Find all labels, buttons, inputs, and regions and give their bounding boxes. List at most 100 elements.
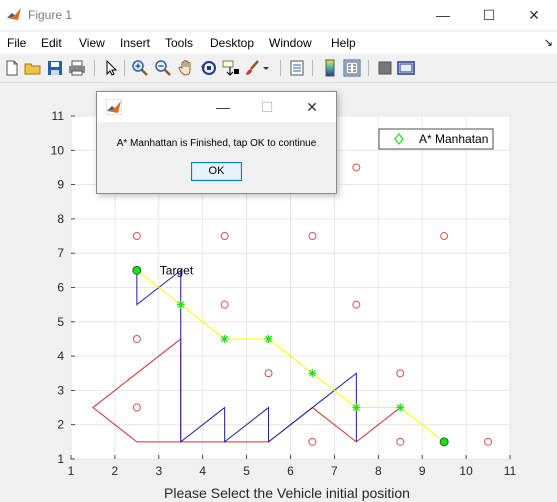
y-tick-label: 10 bbox=[51, 143, 65, 157]
legend-box bbox=[378, 128, 494, 150]
menu-tools[interactable]: Tools bbox=[165, 36, 194, 50]
obstacle-marker bbox=[396, 437, 405, 446]
x-tick-label: 7 bbox=[331, 464, 338, 478]
obstacle-marker bbox=[132, 403, 141, 412]
start-point-marker bbox=[439, 437, 449, 447]
minimize-button[interactable]: — bbox=[436, 7, 450, 23]
menu-help[interactable]: Help bbox=[331, 36, 356, 50]
x-tick-label: 1 bbox=[68, 464, 75, 478]
obstacle-marker bbox=[396, 369, 405, 378]
menu-overflow-icon[interactable]: ↘ bbox=[543, 37, 553, 49]
y-tick-label: 9 bbox=[57, 178, 64, 192]
path-star-marker bbox=[396, 403, 405, 412]
menu-view[interactable]: View bbox=[79, 36, 105, 50]
toolbar-separator bbox=[368, 60, 369, 76]
dialog-minimize-button[interactable]: — bbox=[216, 99, 230, 115]
hide-plot-tools-icon[interactable] bbox=[376, 59, 394, 77]
plot-markers bbox=[132, 163, 493, 447]
x-tick-label: 5 bbox=[243, 464, 250, 478]
toolbar bbox=[0, 55, 557, 83]
y-tick-label: 7 bbox=[57, 246, 64, 260]
rotate-3d-icon[interactable] bbox=[200, 59, 218, 77]
obstacle-marker bbox=[264, 369, 273, 378]
insert-legend-icon[interactable] bbox=[343, 59, 361, 77]
legend-entry-label: A* Manhatan bbox=[419, 132, 488, 146]
y-tick-label: 2 bbox=[57, 418, 64, 432]
x-tick-label: 2 bbox=[112, 464, 119, 478]
dialog-message: A* Manhattan is Finished, tap OK to cont… bbox=[116, 138, 317, 149]
astar-path-line bbox=[136, 269, 445, 443]
path-star-marker bbox=[220, 334, 229, 343]
x-axis-label: Please Select the Vehicle initial positi… bbox=[164, 485, 410, 501]
open-file-icon[interactable] bbox=[24, 59, 42, 77]
obstacle-marker bbox=[484, 437, 493, 446]
x-tick-label: 6 bbox=[287, 464, 294, 478]
blue-path-line bbox=[136, 269, 357, 443]
message-dialog[interactable]: — ☐ ✕ A* Manhattan is Finished, tap OK t… bbox=[96, 91, 337, 194]
obstacle-marker bbox=[352, 300, 361, 309]
maximize-button[interactable]: ☐ bbox=[482, 7, 496, 23]
window-title: Figure 1 bbox=[28, 8, 73, 22]
x-tick-label: 9 bbox=[419, 464, 426, 478]
menu-desktop[interactable]: Desktop bbox=[210, 36, 255, 50]
legend-diamond-marker bbox=[394, 133, 404, 145]
x-tick-label: 3 bbox=[155, 464, 162, 478]
dialog-maximize-button: ☐ bbox=[260, 99, 274, 115]
new-figure-icon[interactable] bbox=[3, 59, 21, 77]
obstacle-marker bbox=[220, 232, 229, 241]
edit-plot-arrow-icon[interactable] bbox=[102, 59, 120, 77]
y-tick-label: 8 bbox=[57, 212, 64, 226]
plot-lines bbox=[92, 269, 445, 443]
save-icon[interactable] bbox=[46, 59, 64, 77]
zoom-out-icon[interactable] bbox=[154, 59, 172, 77]
path-star-marker bbox=[352, 403, 361, 412]
data-cursor-icon[interactable] bbox=[222, 59, 240, 77]
path-star-marker bbox=[264, 334, 273, 343]
y-tick-label: 3 bbox=[57, 383, 64, 397]
path-star-marker bbox=[176, 300, 185, 309]
menu-insert[interactable]: Insert bbox=[120, 36, 151, 50]
menu-window[interactable]: Window bbox=[269, 36, 312, 50]
window-title-bar: Figure 1 — ☐ ✕ bbox=[0, 0, 557, 30]
ok-button[interactable]: OK bbox=[191, 162, 242, 181]
obstacle-marker bbox=[308, 437, 317, 446]
obstacle-marker bbox=[132, 334, 141, 343]
close-button[interactable]: ✕ bbox=[528, 7, 540, 23]
path-star-marker bbox=[308, 369, 317, 378]
toolbar-separator bbox=[280, 60, 281, 76]
toolbar-separator bbox=[124, 60, 125, 76]
brush-dropdown-icon[interactable] bbox=[262, 59, 270, 77]
y-tick-label: 1 bbox=[57, 452, 64, 466]
x-tick-label: 4 bbox=[199, 464, 206, 478]
target-annotation: Target bbox=[160, 263, 194, 277]
x-tick-label: 10 bbox=[459, 464, 473, 478]
target-point-marker bbox=[132, 265, 142, 275]
x-tick-label: 11 bbox=[504, 464, 517, 478]
dialog-close-button[interactable]: ✕ bbox=[306, 99, 318, 115]
y-tick-label: 4 bbox=[57, 349, 64, 363]
y-tick-label: 6 bbox=[57, 281, 64, 295]
brush-icon[interactable] bbox=[244, 59, 262, 77]
menu-file[interactable]: File bbox=[7, 36, 27, 50]
obstacle-marker bbox=[308, 232, 317, 241]
legend[interactable]: A* Manhatan bbox=[378, 128, 494, 150]
insert-colorbar-icon[interactable] bbox=[321, 59, 339, 77]
show-plot-tools-icon[interactable] bbox=[397, 59, 415, 77]
obstacle-marker bbox=[132, 232, 141, 241]
zoom-in-icon[interactable] bbox=[131, 59, 149, 77]
dialog-title-bar: — ☐ ✕ bbox=[97, 92, 336, 122]
matlab-logo-icon bbox=[106, 99, 122, 115]
print-icon[interactable] bbox=[68, 59, 86, 77]
matlab-logo-icon bbox=[6, 6, 22, 22]
link-plot-icon[interactable] bbox=[288, 59, 306, 77]
toolbar-separator bbox=[312, 60, 313, 76]
pan-hand-icon[interactable] bbox=[177, 59, 195, 77]
x-tick-label: 8 bbox=[375, 464, 382, 478]
obstacle-marker bbox=[352, 163, 361, 172]
obstacle-marker bbox=[220, 300, 229, 309]
obstacle-marker bbox=[440, 232, 449, 241]
menu-bar: File Edit View Insert Tools Desktop Wind… bbox=[0, 32, 557, 54]
menu-edit[interactable]: Edit bbox=[41, 36, 62, 50]
toolbar-separator bbox=[94, 60, 95, 76]
